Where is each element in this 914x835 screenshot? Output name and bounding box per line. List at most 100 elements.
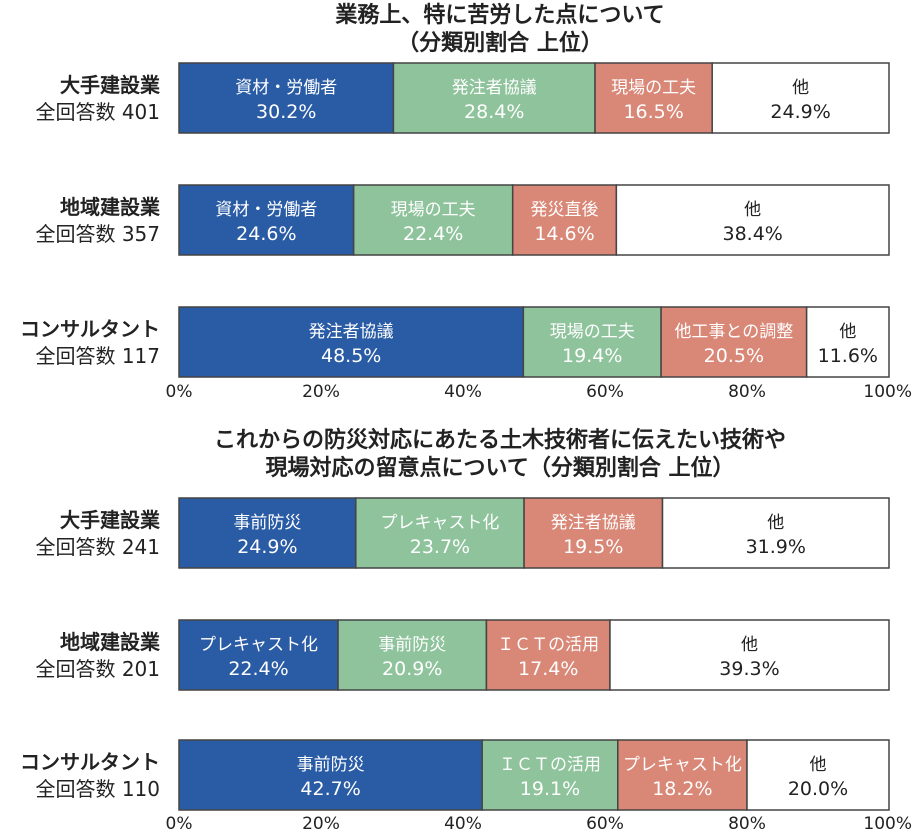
segment-label: 他工事との調整: [674, 322, 793, 342]
category-label: 大手建設業: [60, 73, 161, 97]
x-tick-label: 0%: [166, 814, 193, 834]
bar-segment: [337, 619, 488, 691]
segment-label: 他: [839, 322, 856, 342]
chart-title-line: 現場対応の留意点について（分類別割合 上位）: [265, 455, 734, 481]
category-label: 大手建設業: [60, 508, 161, 532]
bar-segment: [746, 739, 890, 811]
x-tick-label: 20%: [302, 382, 340, 402]
segment-label: ＩＣＴの活用: [497, 635, 599, 655]
bar-segment: [178, 62, 395, 134]
bar-segment: [485, 619, 611, 691]
segment-value-label: 11.6%: [818, 345, 878, 367]
x-tick-label: 20%: [302, 814, 340, 834]
chart-title-line: （分類別割合 上位）: [397, 30, 603, 56]
segment-label: 他: [810, 755, 827, 775]
segment-label: 現場の工夫: [550, 322, 635, 342]
category-label: 地域建設業: [60, 195, 161, 219]
response-count-label: 全回答数 201: [35, 657, 160, 681]
segment-value-label: 24.6%: [236, 223, 296, 245]
segment-label: 事前防災: [233, 513, 301, 533]
segment-value-label: 42.7%: [300, 778, 360, 800]
response-count-label: 全回答数 401: [35, 100, 160, 124]
segment-label: 現場の工夫: [391, 200, 476, 220]
segment-label: 資材・労働者: [215, 200, 317, 220]
bar-segment: [594, 62, 713, 134]
segment-value-label: 48.5%: [321, 345, 381, 367]
category-label: 地域建設業: [60, 630, 161, 654]
bar-segment: [805, 306, 890, 378]
segment-value-label: 28.4%: [464, 101, 524, 123]
x-tick-label: 40%: [444, 814, 482, 834]
segment-value-label: 22.4%: [403, 223, 463, 245]
segment-value-label: 30.2%: [256, 101, 316, 123]
bar-segment: [178, 497, 357, 569]
bar-segment: [178, 184, 355, 256]
segment-label: 他: [741, 635, 758, 655]
bar-segment: [522, 306, 662, 378]
segment-label: 事前防災: [378, 635, 446, 655]
bar-segment: [661, 497, 890, 569]
segment-value-label: 19.1%: [520, 778, 580, 800]
x-tick-label: 100%: [863, 382, 912, 402]
segment-label: 発注者協議: [551, 513, 636, 533]
segment-value-label: 20.0%: [788, 778, 848, 800]
bar-segment: [615, 184, 890, 256]
segment-value-label: 20.9%: [382, 658, 442, 680]
response-count-label: 全回答数 241: [35, 535, 160, 559]
category-label: コンサルタント: [20, 317, 160, 341]
response-count-label: 全回答数 117: [35, 344, 160, 368]
segment-value-label: 31.9%: [746, 536, 806, 558]
chart-title-line: 業務上、特に苦労した点について: [335, 2, 664, 28]
category-label: コンサルタント: [20, 750, 160, 774]
bar-segment: [609, 619, 890, 691]
response-count-label: 全回答数 110: [35, 777, 160, 801]
segment-label: 事前防災: [297, 755, 365, 775]
segment-value-label: 16.5%: [623, 101, 683, 123]
segment-label: プレキャスト化: [623, 755, 742, 775]
response-count-label: 全回答数 357: [35, 222, 160, 246]
x-tick-label: 40%: [444, 382, 482, 402]
segment-value-label: 17.4%: [518, 658, 578, 680]
segment-label: 発災直後: [531, 200, 599, 220]
segment-value-label: 23.7%: [410, 536, 470, 558]
chart-title-line: これからの防災対応にあたる土木技術者に伝えたい技術や: [214, 427, 786, 453]
segment-value-label: 24.9%: [770, 101, 830, 123]
bar-segment: [711, 62, 890, 134]
bar-segment: [511, 184, 618, 256]
bar-segment: [178, 306, 525, 378]
segment-value-label: 39.3%: [719, 658, 779, 680]
segment-value-label: 14.6%: [534, 223, 594, 245]
segment-label: 他: [792, 78, 809, 98]
bar-segment: [178, 739, 483, 811]
segment-label: 資材・労働者: [235, 78, 337, 98]
bar-segment: [355, 497, 525, 569]
segment-value-label: 19.5%: [563, 536, 623, 558]
segment-value-label: 20.5%: [704, 345, 764, 367]
segment-label: 他: [767, 513, 784, 533]
chart-2: これからの防災対応にあたる土木技術者に伝えたい技術や現場対応の留意点について（分…: [20, 427, 912, 834]
x-tick-label: 80%: [728, 814, 766, 834]
x-tick-label: 0%: [166, 382, 193, 402]
x-tick-label: 60%: [586, 814, 624, 834]
segment-label: プレキャスト化: [199, 635, 318, 655]
segment-label: 現場の工夫: [611, 78, 696, 98]
bar-segment: [352, 184, 514, 256]
segment-label: 発注者協議: [309, 322, 394, 342]
x-tick-label: 100%: [863, 814, 912, 834]
segment-value-label: 38.4%: [723, 223, 783, 245]
segment-value-label: 22.4%: [228, 658, 288, 680]
segment-label: 発注者協議: [452, 78, 537, 98]
bar-segment: [392, 62, 596, 134]
bar-segment: [178, 619, 339, 691]
segment-label: ＩＣＴの活用: [499, 755, 601, 775]
segment-label: プレキャスト化: [380, 513, 499, 533]
bar-segment: [617, 739, 748, 811]
segment-label: 他: [744, 200, 761, 220]
